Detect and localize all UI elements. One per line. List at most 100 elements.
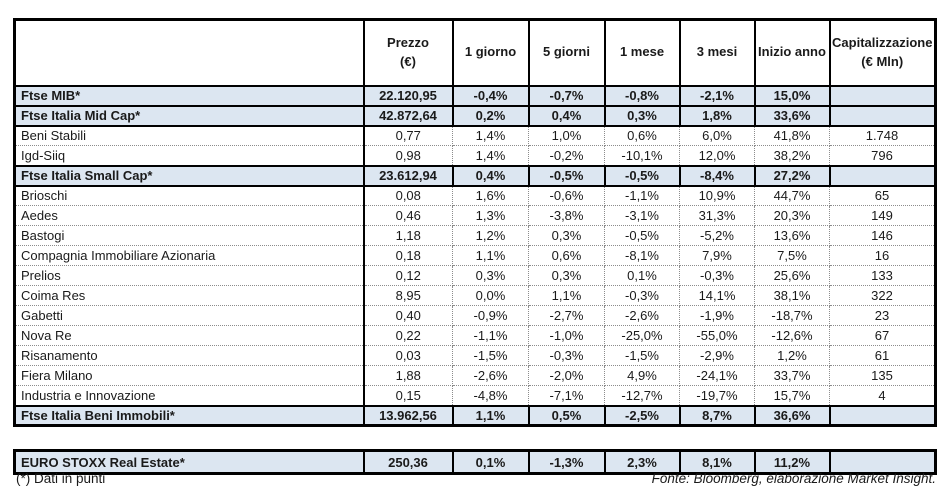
- row-name: Ftse Italia Small Cap*: [13, 164, 365, 187]
- index-row: Ftse Italia Small Cap* 23.612,94 0,4% -0,5%…: [13, 164, 937, 187]
- euro-table-body: EURO STOXX Real Estate* 250,36 0,1% -1,3% 2,…: [13, 449, 937, 475]
- cell-inizio-anno: 27,2%: [753, 164, 831, 187]
- cell-prezzo: 250,36: [362, 449, 454, 475]
- stock-row: Nova Re 0,22 -1,1% -1,0% -25,0% -55,0% -12,6% 6…: [14, 325, 936, 346]
- index-row: Ftse MIB* 22.120,95 -0,4% -0,7% -0,8% -2,1% 15…: [13, 84, 937, 107]
- cell-5-giorni: 1,1%: [528, 285, 605, 306]
- footnote: (*) Dati in punti: [16, 471, 106, 486]
- table-header: Prezzo (€) 1 giorno 5 giorni 1 mese 3 me…: [13, 18, 937, 87]
- cell-5-giorni: 0,4%: [527, 104, 606, 127]
- stock-row: Bastogi 1,18 1,2% 0,3% -0,5% -5,2% 13,6% 146: [14, 225, 936, 246]
- cell-1-giorno: 0,4%: [451, 164, 530, 187]
- stock-row: Aedes 0,46 1,3% -3,8% -3,1% 31,3% 20,3% 149: [14, 205, 936, 226]
- cell-5-giorni: 0,6%: [528, 245, 605, 266]
- cell-1-giorno: -1,5%: [452, 345, 529, 366]
- cell-prezzo: 0,12: [362, 265, 453, 286]
- cell-prezzo: 0,77: [362, 125, 453, 146]
- cell-3-mesi: 31,3%: [679, 205, 755, 226]
- row-name: Prelios: [14, 265, 364, 286]
- stock-row: Prelios 0,12 0,3% 0,3% 0,1% -0,3% 25,6% 133: [14, 265, 936, 286]
- cell-3-mesi: -24,1%: [679, 365, 755, 386]
- cell-inizio-anno: 25,6%: [754, 265, 830, 286]
- cell-1-mese: -0,8%: [603, 84, 681, 107]
- cell-1-mese: -0,5%: [603, 164, 681, 187]
- cell-capitalizzazione: 1.748: [829, 125, 936, 146]
- cell-inizio-anno: 1,2%: [754, 345, 830, 366]
- cell-5-giorni: 0,3%: [528, 265, 605, 286]
- cell-3-mesi: 14,1%: [679, 285, 755, 306]
- cell-1-mese: -0,5%: [604, 225, 680, 246]
- row-name: Bastogi: [14, 225, 364, 246]
- cell-1-giorno: -0,9%: [452, 305, 529, 326]
- row-name: Igd-Siiq: [14, 145, 364, 166]
- column-title: Capitalizzazione: [832, 34, 933, 50]
- table-body: Ftse MIB* 22.120,95 -0,4% -0,7% -0,8% -2,1% 15…: [13, 84, 937, 427]
- cell-1-giorno: 1,4%: [452, 145, 529, 166]
- row-name: Beni Stabili: [14, 125, 364, 146]
- cell-prezzo: 23.612,94: [362, 164, 454, 187]
- row-name: Risanamento: [14, 345, 364, 366]
- cell-1-giorno: 0,0%: [452, 285, 529, 306]
- cell-5-giorni: -0,7%: [527, 84, 606, 107]
- stock-row: Coima Res 8,95 0,0% 1,1% -0,3% 14,1% 38,1% 322: [14, 285, 936, 306]
- cell-5-giorni: -7,1%: [528, 385, 605, 406]
- column-header-1-giorno: 1 giorno: [451, 18, 530, 87]
- cell-prezzo: 0,22: [362, 325, 453, 346]
- cell-prezzo: 0,46: [362, 205, 453, 226]
- row-name: Brioschi: [14, 185, 364, 206]
- cell-prezzo: 13.962,56: [362, 404, 454, 427]
- cell-prezzo: 22.120,95: [362, 84, 454, 107]
- cell-prezzo: 1,18: [362, 225, 453, 246]
- corner-cell: [13, 18, 365, 87]
- header-row: Prezzo (€) 1 giorno 5 giorni 1 mese 3 me…: [13, 18, 937, 87]
- column-title: Prezzo: [387, 34, 429, 50]
- index-row: Ftse Italia Beni Immobili* 13.962,56 1,1% 0…: [13, 404, 937, 427]
- cell-5-giorni: -2,0%: [528, 365, 605, 386]
- cell-inizio-anno: -12,6%: [754, 325, 830, 346]
- cell-inizio-anno: 44,7%: [754, 185, 830, 206]
- cell-capitalizzazione: 796: [829, 145, 936, 166]
- cell-3-mesi: 10,9%: [679, 185, 755, 206]
- cell-capitalizzazione: 23: [829, 305, 936, 326]
- cell-5-giorni: -0,2%: [528, 145, 605, 166]
- cell-3-mesi: -55,0%: [679, 325, 755, 346]
- cell-1-giorno: 0,1%: [451, 449, 530, 475]
- cell-1-giorno: 1,1%: [451, 404, 530, 427]
- row-name: Fiera Milano: [14, 365, 364, 386]
- cell-1-giorno: 0,3%: [452, 265, 529, 286]
- cell-capitalizzazione: 16: [829, 245, 936, 266]
- cell-inizio-anno: 38,1%: [754, 285, 830, 306]
- column-subtitle: (€): [400, 53, 416, 69]
- cell-prezzo: 8,95: [362, 285, 453, 306]
- cell-3-mesi: 6,0%: [679, 125, 755, 146]
- cell-1-mese: -8,1%: [604, 245, 680, 266]
- cell-5-giorni: -0,3%: [528, 345, 605, 366]
- column-subtitle: (€ Mln): [861, 53, 904, 69]
- stock-row: Risanamento 0,03 -1,5% -0,3% -1,5% -2,9% 1,2% 6…: [14, 345, 936, 366]
- cell-prezzo: 0,15: [362, 385, 453, 406]
- column-header-inizio-anno: Inizio anno: [753, 18, 831, 87]
- euro-stoxx-table: EURO STOXX Real Estate* 250,36 0,1% -1,3% 2,…: [13, 449, 937, 475]
- cell-1-giorno: -1,1%: [452, 325, 529, 346]
- column-title: 1 mese: [619, 44, 665, 60]
- cell-inizio-anno: 13,6%: [754, 225, 830, 246]
- market-performance-table: Prezzo (€) 1 giorno 5 giorni 1 mese 3 me…: [13, 18, 937, 427]
- cell-1-mese: -1,5%: [604, 345, 680, 366]
- cell-3-mesi: -2,9%: [679, 345, 755, 366]
- row-name: Aedes: [14, 205, 364, 226]
- stock-row: Gabetti 0,40 -0,9% -2,7% -2,6% -1,9% -18,7% 23: [14, 305, 936, 326]
- cell-inizio-anno: 7,5%: [754, 245, 830, 266]
- row-name: Ftse Italia Mid Cap*: [13, 104, 365, 127]
- cell-1-mese: -2,5%: [603, 404, 681, 427]
- row-name: Ftse MIB*: [13, 84, 365, 107]
- cell-3-mesi: 8,1%: [678, 449, 756, 475]
- cell-capitalizzazione: 67: [829, 325, 936, 346]
- cell-1-giorno: 0,2%: [451, 104, 530, 127]
- cell-1-mese: -2,6%: [604, 305, 680, 326]
- cell-3-mesi: -19,7%: [679, 385, 755, 406]
- column-title: 5 giorni: [543, 44, 590, 60]
- cell-prezzo: 0,98: [362, 145, 453, 166]
- cell-1-giorno: 1,1%: [452, 245, 529, 266]
- cell-5-giorni: -0,5%: [527, 164, 606, 187]
- cell-5-giorni: -1,0%: [528, 325, 605, 346]
